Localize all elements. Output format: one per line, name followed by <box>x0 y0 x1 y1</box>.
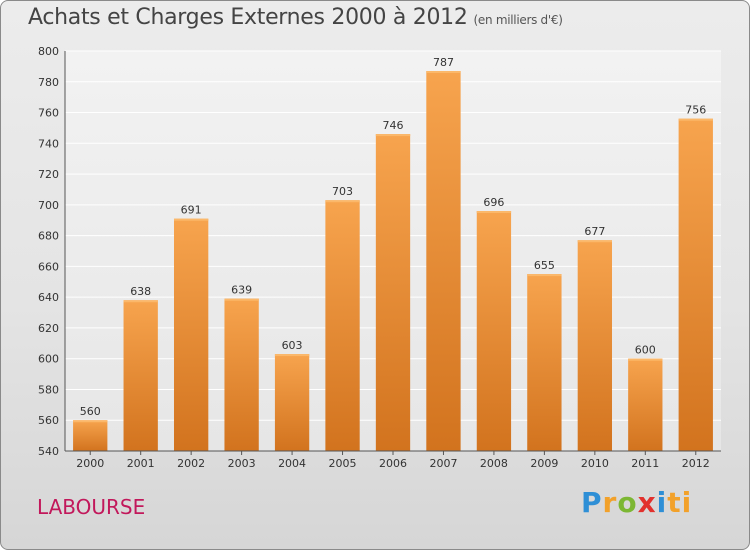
bar-2008 <box>476 211 512 451</box>
chart-title-text: Achats et Charges Externes 2000 à 2012 <box>28 5 468 30</box>
x-tick-label-2000: 2000 <box>76 457 104 470</box>
bar-2011 <box>628 358 663 451</box>
data-label-2007: 787 <box>433 56 454 69</box>
x-tick-label-2002: 2002 <box>177 457 205 470</box>
data-label-2010: 677 <box>584 225 605 238</box>
logo-letter-o: o <box>617 486 638 519</box>
bar-2007 <box>426 71 461 451</box>
logo-letter-x: x <box>637 486 657 519</box>
bar-top-highlight <box>325 200 360 203</box>
x-tick-label-2005: 2005 <box>329 457 357 470</box>
logo-letter-r: r <box>602 486 618 519</box>
bar-top-highlight <box>375 134 411 137</box>
x-tick-label-2012: 2012 <box>682 457 710 470</box>
x-tick-label-2004: 2004 <box>278 457 306 470</box>
bar-2002 <box>173 218 209 451</box>
x-tick-label-2009: 2009 <box>530 457 558 470</box>
bar-2000 <box>73 420 108 451</box>
location-label: LABOURSE <box>37 495 146 519</box>
bar-2003 <box>224 298 259 451</box>
bar-2012 <box>678 118 713 451</box>
y-tick-label: 660 <box>38 260 59 273</box>
bar-top-highlight <box>527 274 562 277</box>
data-label-2002: 691 <box>181 204 202 217</box>
y-tick-label: 620 <box>38 322 59 335</box>
y-tick-label: 780 <box>38 76 59 89</box>
x-tick-label-2007: 2007 <box>429 457 457 470</box>
y-tick-label: 580 <box>38 383 59 396</box>
data-label-2006: 746 <box>383 119 404 132</box>
bar-2010 <box>577 240 613 451</box>
proxiti-logo: Proxiti <box>581 486 692 519</box>
logo-letters-ti: ti <box>667 486 693 519</box>
y-tick-label: 700 <box>38 199 59 212</box>
bar-top-highlight <box>426 71 461 73</box>
data-label-2003: 639 <box>231 284 252 297</box>
data-label-2009: 655 <box>534 259 555 272</box>
y-tick-label: 560 <box>38 414 59 427</box>
data-label-2005: 703 <box>332 185 353 198</box>
data-label-2012: 756 <box>685 104 706 117</box>
y-tick-label: 640 <box>38 291 59 304</box>
bar-top-highlight <box>123 300 158 303</box>
y-tick-label: 740 <box>38 137 59 150</box>
bar-2009 <box>527 274 562 451</box>
y-tick-label: 720 <box>38 168 59 181</box>
bar-top-highlight <box>73 420 108 423</box>
bar-top-highlight <box>224 298 259 301</box>
bar-top-highlight <box>476 211 512 213</box>
bar-2006 <box>375 134 411 452</box>
x-tick-label-2011: 2011 <box>631 457 659 470</box>
y-tick-label: 760 <box>38 107 59 120</box>
bar-top-highlight <box>628 358 663 361</box>
y-tick-label: 600 <box>38 353 59 366</box>
x-tick-label-2008: 2008 <box>480 457 508 470</box>
chart-subtitle: (en milliers d'€) <box>473 13 563 27</box>
y-tick-label: 540 <box>38 445 59 458</box>
x-tick-label-2003: 2003 <box>228 457 256 470</box>
bar-top-highlight <box>274 354 310 357</box>
y-tick-label: 680 <box>38 230 59 243</box>
x-tick-label-2006: 2006 <box>379 457 407 470</box>
data-label-2011: 600 <box>635 344 656 357</box>
bar-2001 <box>123 300 158 451</box>
chart-title: Achats et Charges Externes 2000 à 2012 (e… <box>28 5 563 30</box>
data-label-2000: 560 <box>80 405 101 418</box>
data-label-2008: 696 <box>483 196 504 209</box>
bar-2004 <box>274 354 310 451</box>
data-label-2004: 603 <box>282 339 303 352</box>
data-label-2001: 638 <box>130 285 151 298</box>
bar-top-highlight <box>577 240 613 243</box>
logo-letter-i: i <box>656 486 668 519</box>
logo-letter-p: P <box>581 486 603 519</box>
bar-top-highlight <box>173 218 209 221</box>
bar-2005 <box>325 200 360 451</box>
x-tick-label-2001: 2001 <box>127 457 155 470</box>
x-tick-label-2010: 2010 <box>581 457 609 470</box>
y-tick-label: 800 <box>38 45 59 58</box>
bar-top-highlight <box>678 118 713 121</box>
